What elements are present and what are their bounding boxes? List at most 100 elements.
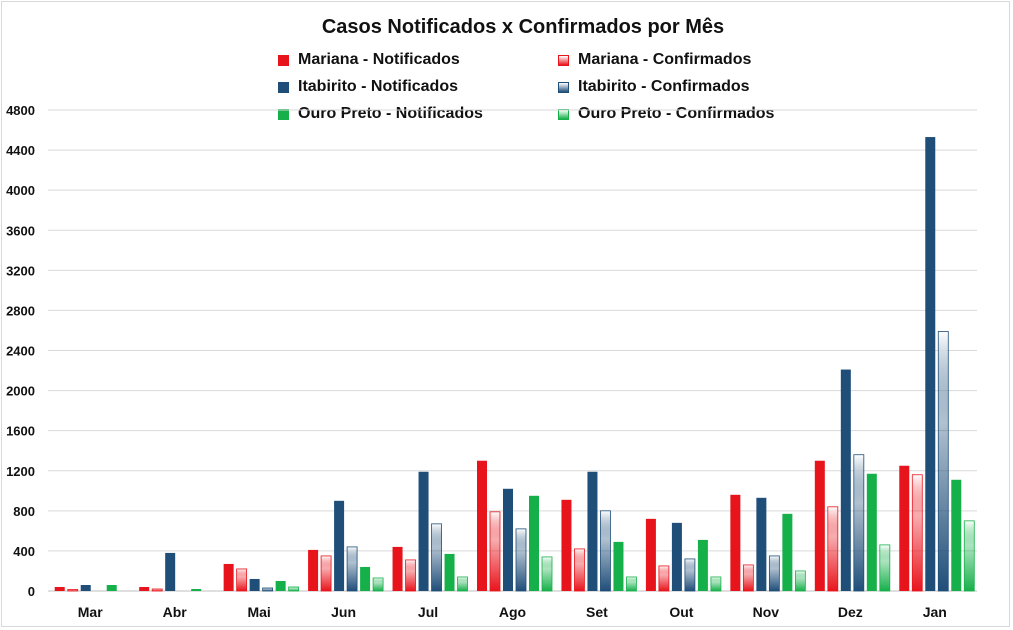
- bar-set-0: [561, 499, 572, 591]
- bar-nov-5: [794, 570, 806, 592]
- bar-set-3: [600, 510, 611, 592]
- legend-label: Mariana - Notificados: [298, 51, 460, 68]
- bar-set-5: [626, 576, 637, 592]
- bar-mar-0: [54, 586, 65, 591]
- bar-ago-1: [489, 511, 501, 592]
- bar-jun-0: [308, 549, 319, 591]
- bar-jul-4: [444, 553, 455, 591]
- y-tick-label: 2000: [6, 384, 35, 399]
- bar-mar-4: [106, 584, 117, 591]
- y-tick-label: 400: [13, 544, 35, 559]
- x-tick-label: Dez: [838, 604, 863, 620]
- bar-set-2: [587, 471, 598, 591]
- y-tick-label: 1200: [6, 464, 35, 479]
- bar-nov-4: [782, 513, 793, 591]
- y-tick-label: 3600: [6, 223, 35, 238]
- bar-nov-2: [756, 497, 767, 591]
- bar-dez-5: [879, 544, 891, 592]
- y-tick-label: 0: [28, 584, 35, 599]
- chart-title: Casos Notificados x Confirmados por Mês: [321, 16, 725, 38]
- bar-ago-4: [529, 495, 539, 591]
- bar-mai-0: [223, 563, 234, 591]
- bar-jan-0: [899, 465, 910, 591]
- legend-label: Ouro Preto - Notificados: [298, 105, 483, 122]
- bar-ago-5: [541, 556, 553, 592]
- bar-out-2: [671, 522, 682, 591]
- x-tick-label: Set: [586, 604, 608, 620]
- bar-jan-2: [925, 137, 936, 591]
- bar-jun-2: [334, 500, 345, 591]
- y-tick-label: 1600: [6, 424, 35, 439]
- legend-label: Mariana - Confirmados: [578, 51, 752, 68]
- bar-jan-3: [937, 331, 949, 592]
- bar-mai-5: [288, 586, 300, 592]
- bar-set-1: [574, 548, 585, 592]
- bar-abr-0: [139, 586, 150, 591]
- x-tick-label: Jul: [418, 604, 438, 620]
- bar-jan-5: [963, 520, 975, 592]
- bar-mai-1: [236, 568, 248, 592]
- y-tick-label: 800: [13, 504, 35, 519]
- legend-swatch: [278, 55, 289, 66]
- legend-swatch: [278, 109, 289, 120]
- legend-swatch: [558, 82, 569, 93]
- bar-abr-1: [151, 588, 163, 592]
- x-tick-label: Out: [669, 604, 693, 620]
- legend-swatch: [278, 82, 289, 93]
- bar-out-5: [710, 576, 722, 592]
- bar-out-3: [684, 558, 696, 592]
- bar-dez-4: [866, 473, 877, 591]
- x-tick-label: Mai: [247, 604, 270, 620]
- x-tick-label: Nov: [753, 604, 780, 620]
- bar-jun-3: [346, 546, 358, 592]
- x-tick-label: Jun: [331, 604, 356, 620]
- bar-out-1: [658, 565, 670, 592]
- bar-out-4: [697, 539, 708, 591]
- bar-mai-2: [249, 578, 260, 591]
- bar-jan-4: [951, 479, 962, 591]
- bar-jul-2: [418, 471, 429, 591]
- y-tick-label: 4800: [6, 103, 35, 118]
- y-tick-label: 2800: [6, 303, 35, 318]
- bar-jul-5: [457, 576, 468, 592]
- legend-swatch: [558, 55, 569, 66]
- bar-abr-2: [165, 552, 176, 591]
- legend-label: Itabirito - Notificados: [298, 78, 458, 95]
- bar-mar-2: [80, 584, 91, 591]
- bar-mai-3: [262, 587, 274, 592]
- bar-jun-1: [320, 555, 332, 592]
- x-tick-label: Abr: [163, 604, 188, 620]
- bar-out-0: [645, 518, 656, 591]
- bar-set-4: [613, 541, 624, 591]
- x-tick-label: Mar: [78, 604, 103, 620]
- bar-jun-5: [372, 577, 384, 592]
- bar-ago-0: [477, 460, 487, 591]
- bar-ago-3: [515, 528, 527, 592]
- bar-jun-4: [360, 566, 371, 591]
- x-tick-label: Jan: [923, 604, 947, 620]
- x-tick-label: Ago: [499, 604, 526, 620]
- bar-dez-2: [840, 369, 851, 591]
- legend-label: Itabirito - Confirmados: [578, 78, 750, 95]
- y-tick-label: 2400: [6, 344, 35, 359]
- bar-nov-0: [730, 494, 741, 591]
- bar-ago-2: [503, 488, 513, 591]
- bar-jul-0: [392, 546, 403, 591]
- bar-abr-4: [191, 588, 202, 591]
- bar-jul-3: [431, 523, 442, 592]
- y-tick-label: 3200: [6, 263, 35, 278]
- bar-nov-3: [768, 555, 780, 592]
- y-tick-label: 4000: [6, 183, 35, 198]
- bar-jan-1: [911, 474, 923, 592]
- legend-label: Ouro Preto - Confirmados: [578, 105, 775, 122]
- bar-nov-1: [742, 564, 754, 592]
- bar-dez-3: [853, 454, 865, 592]
- bar-dez-0: [814, 460, 825, 591]
- bar-jul-1: [405, 559, 416, 592]
- bar-mai-4: [275, 580, 286, 591]
- bar-mar-1: [67, 589, 79, 592]
- bar-dez-1: [827, 506, 839, 592]
- y-tick-label: 4400: [6, 143, 35, 158]
